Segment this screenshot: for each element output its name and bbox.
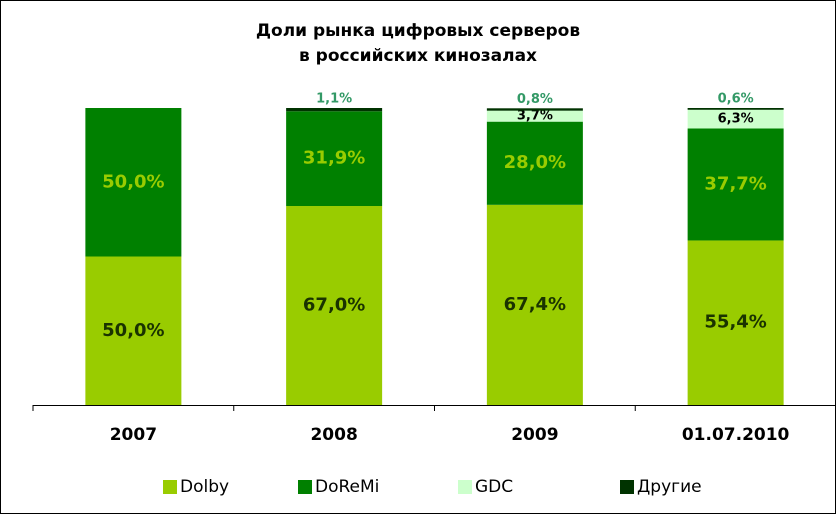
bar-segment xyxy=(286,111,383,207)
bar-segment xyxy=(286,108,383,112)
data-label: 31,9% xyxy=(303,148,365,169)
data-label: 6,3% xyxy=(718,112,754,127)
bar-segment xyxy=(486,110,583,122)
bar-segment xyxy=(486,204,583,405)
legend-label: DoReMi xyxy=(315,477,379,497)
data-label: 67,4% xyxy=(504,294,566,315)
chart-title: Доли рынка цифровых серверов xyxy=(256,21,580,41)
data-label: 55,4% xyxy=(704,312,766,333)
bar-segment xyxy=(486,121,583,205)
bar-segment xyxy=(286,206,383,405)
data-label: 28,0% xyxy=(504,152,566,173)
legend-label: Dolby xyxy=(180,477,229,497)
legend-label: Другие xyxy=(637,477,702,497)
legend-swatch xyxy=(298,480,312,494)
bar-segment xyxy=(687,108,784,110)
chart-title: в российских кинозалах xyxy=(299,46,537,66)
data-label: 0,6% xyxy=(718,92,754,107)
legend-swatch xyxy=(620,480,634,494)
data-label: 50,0% xyxy=(102,171,164,192)
legend-label: GDC xyxy=(475,477,513,497)
data-label: 1,1% xyxy=(316,92,352,107)
bar-segment xyxy=(687,128,784,241)
legend-swatch xyxy=(163,480,177,494)
data-label: 67,0% xyxy=(303,295,365,316)
bar-segment xyxy=(85,108,182,257)
bar-segment xyxy=(687,109,784,129)
legend-swatch xyxy=(458,480,472,494)
x-tick-label: 2009 xyxy=(511,425,558,445)
x-tick-label: 01.07.2010 xyxy=(682,425,790,445)
bar-segment xyxy=(85,256,182,405)
bar-segment xyxy=(687,240,784,405)
bar-segment xyxy=(486,108,583,111)
x-tick-label: 2008 xyxy=(310,425,357,445)
data-label: 50,0% xyxy=(102,320,164,341)
data-label: 3,7% xyxy=(517,109,553,124)
data-label: 0,8% xyxy=(517,92,553,107)
x-tick-label: 2007 xyxy=(110,425,157,445)
data-label: 37,7% xyxy=(704,173,766,194)
